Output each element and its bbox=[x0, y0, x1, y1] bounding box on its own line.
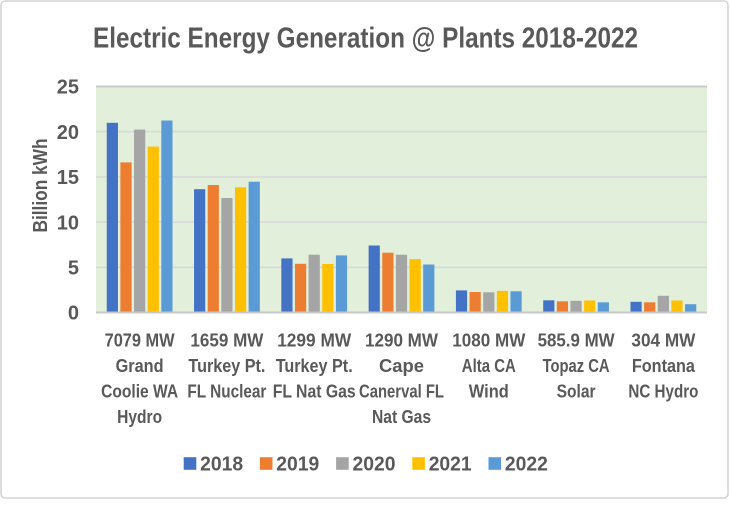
svg-text:Turkey Pt.: Turkey Pt. bbox=[276, 355, 353, 376]
svg-text:2022: 2022 bbox=[505, 453, 548, 475]
svg-text:0: 0 bbox=[68, 303, 79, 325]
svg-text:304 MW: 304 MW bbox=[631, 330, 695, 351]
svg-text:15: 15 bbox=[57, 167, 79, 189]
svg-text:Electric Energy Generation @ P: Electric Energy Generation @ Plants 2018… bbox=[93, 22, 638, 54]
svg-text:Billion kWh: Billion kWh bbox=[30, 139, 52, 233]
svg-text:1080 MW: 1080 MW bbox=[452, 330, 525, 351]
svg-text:1290 MW: 1290 MW bbox=[365, 330, 438, 351]
svg-text:10: 10 bbox=[57, 212, 79, 234]
svg-text:Grand: Grand bbox=[116, 355, 164, 376]
svg-text:Solar: Solar bbox=[557, 381, 596, 402]
svg-text:20: 20 bbox=[57, 122, 79, 144]
svg-text:FL Nat Gas: FL Nat Gas bbox=[273, 381, 356, 402]
svg-text:Hydro: Hydro bbox=[117, 406, 162, 427]
svg-text:7079 MW: 7079 MW bbox=[105, 330, 175, 351]
svg-text:Wind: Wind bbox=[469, 381, 509, 402]
svg-text:1299 MW: 1299 MW bbox=[277, 330, 351, 351]
svg-text:Canerval FL: Canerval FL bbox=[359, 381, 444, 402]
svg-text:2020: 2020 bbox=[353, 453, 396, 475]
svg-text:2019: 2019 bbox=[276, 453, 319, 475]
svg-text:1659 MW: 1659 MW bbox=[190, 330, 263, 351]
svg-text:Turkey Pt.: Turkey Pt. bbox=[188, 355, 265, 376]
svg-text:Nat Gas: Nat Gas bbox=[372, 406, 431, 427]
svg-text:2018: 2018 bbox=[200, 453, 243, 475]
svg-text:FL Nuclear: FL Nuclear bbox=[187, 381, 266, 402]
svg-text:Topaz CA: Topaz CA bbox=[543, 355, 610, 376]
svg-text:25: 25 bbox=[57, 77, 79, 99]
svg-text:Alta CA: Alta CA bbox=[462, 355, 516, 376]
svg-text:585.9 MW: 585.9 MW bbox=[538, 330, 615, 351]
svg-text:Cape: Cape bbox=[379, 355, 424, 376]
svg-text:2021: 2021 bbox=[429, 453, 472, 475]
svg-text:NC Hydro: NC Hydro bbox=[628, 381, 698, 402]
svg-text:5: 5 bbox=[68, 258, 79, 280]
svg-text:Fontana: Fontana bbox=[632, 355, 696, 376]
svg-text:Coolie WA: Coolie WA bbox=[101, 381, 178, 402]
